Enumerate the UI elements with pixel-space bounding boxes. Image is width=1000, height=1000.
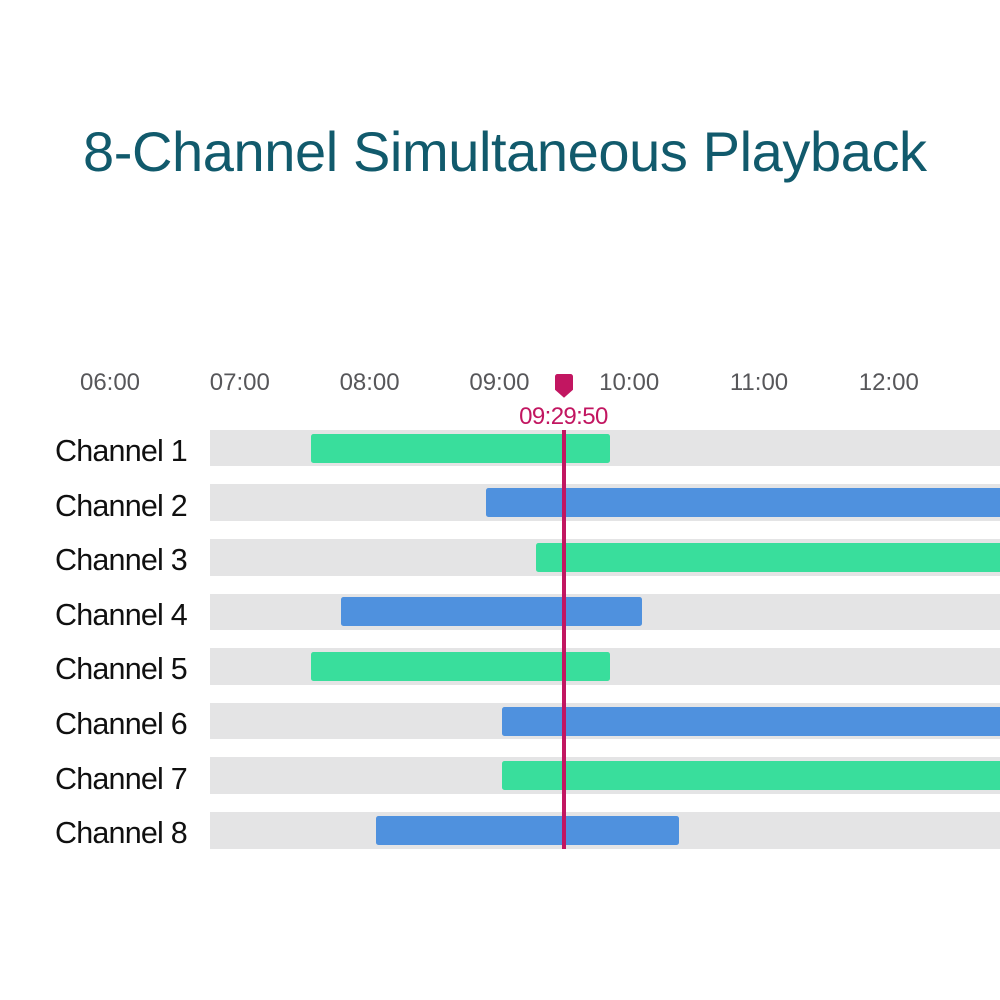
channel-label: Channel 3 (55, 543, 188, 578)
channel-track[interactable] (210, 648, 1000, 685)
channel-label: Channel 5 (55, 652, 188, 687)
playback-bar[interactable] (341, 597, 643, 627)
channel-track[interactable] (210, 812, 1000, 849)
playback-bar[interactable] (536, 542, 1000, 572)
channel-label: Channel 6 (55, 706, 188, 741)
playback-bar[interactable] (311, 652, 610, 682)
channel-track[interactable] (210, 539, 1000, 576)
time-tick-label: 08:00 (339, 369, 400, 396)
channel-track[interactable] (210, 484, 1000, 522)
channel-label: Channel 7 (55, 761, 188, 796)
playback-bar[interactable] (311, 433, 610, 463)
channel-label: Channel 1 (55, 434, 188, 468)
playback-bar[interactable] (376, 815, 679, 845)
channel-label: Channel 4 (55, 597, 188, 632)
playback-bar[interactable] (501, 761, 1000, 791)
playhead-marker-icon[interactable] (554, 374, 573, 403)
time-tick-label: 10:00 (599, 369, 660, 396)
time-tick-label: 12:00 (858, 369, 919, 396)
page-title: 8-Channel Simultaneous Playback (83, 120, 927, 183)
channel-track[interactable] (210, 757, 1000, 794)
channel-track[interactable] (210, 702, 1000, 740)
time-tick-label: 09:00 (469, 369, 530, 396)
playback-bar[interactable] (486, 488, 1000, 518)
playback-bar[interactable] (501, 706, 1000, 736)
channel-track[interactable] (210, 593, 1000, 631)
time-tick-label: 06:00 (79, 369, 141, 396)
playhead-line (561, 429, 566, 849)
time-tick-label: 11:00 (729, 369, 789, 396)
channel-label: Channel 8 (55, 816, 188, 851)
time-tick-label: 07:00 (209, 369, 270, 396)
channel-label: Channel 2 (55, 488, 188, 523)
playhead-time-label: 09:29:50 (519, 402, 608, 430)
channel-track[interactable] (210, 429, 1000, 467)
